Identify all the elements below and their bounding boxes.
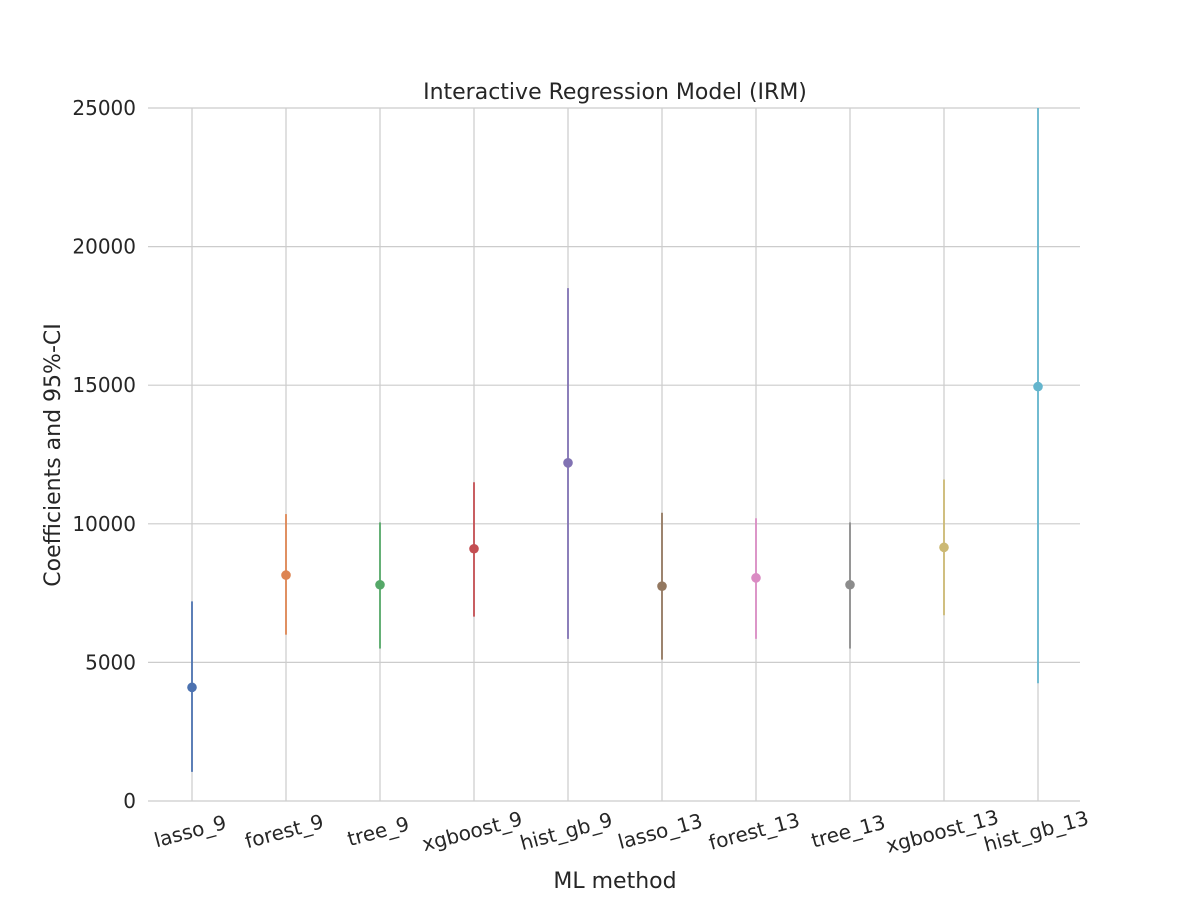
x-tick-label: lasso_9 [152, 810, 229, 852]
coefficient-point [657, 581, 667, 591]
y-tick-label: 25000 [72, 96, 136, 120]
y-tick-label: 15000 [72, 373, 136, 397]
error-bars [187, 108, 1043, 772]
coefficient-point [563, 458, 573, 468]
x-tick-label: hist_gb_13 [981, 806, 1091, 857]
grid [148, 107, 1080, 802]
y-tick-label: 5000 [85, 650, 136, 674]
y-tick-label: 10000 [72, 512, 136, 536]
y-axis-label: Coefficients and 95%-CI [41, 323, 66, 586]
x-tick-label: xgboost_13 [883, 805, 1001, 858]
x-tick-label: tree_13 [809, 810, 888, 853]
coefficient-point [939, 542, 949, 553]
x-tick-label: xgboost_9 [419, 806, 524, 856]
x-tick-label: lasso_13 [615, 808, 705, 854]
x-tick-label: tree_9 [345, 811, 412, 850]
x-axis-label: ML method [553, 869, 676, 894]
coefficient-point [281, 570, 291, 580]
y-tick-label: 20000 [72, 235, 136, 259]
x-tick-label: forest_13 [706, 808, 802, 855]
coefficient-point [751, 573, 761, 583]
x-tick-label: hist_gb_9 [517, 807, 615, 855]
y-tick-label: 0 [123, 789, 136, 813]
coefficient-point [469, 543, 479, 554]
coefficient-point [845, 579, 855, 590]
y-tick-labels: 0 5000 10000 15000 20000 25000 [72, 96, 136, 813]
coefficient-point [1033, 381, 1043, 392]
coefficient-point [187, 682, 197, 693]
chart-title: Interactive Regression Model (IRM) [423, 80, 807, 105]
coefficient-point [375, 579, 385, 590]
x-tick-label: forest_9 [242, 809, 326, 853]
